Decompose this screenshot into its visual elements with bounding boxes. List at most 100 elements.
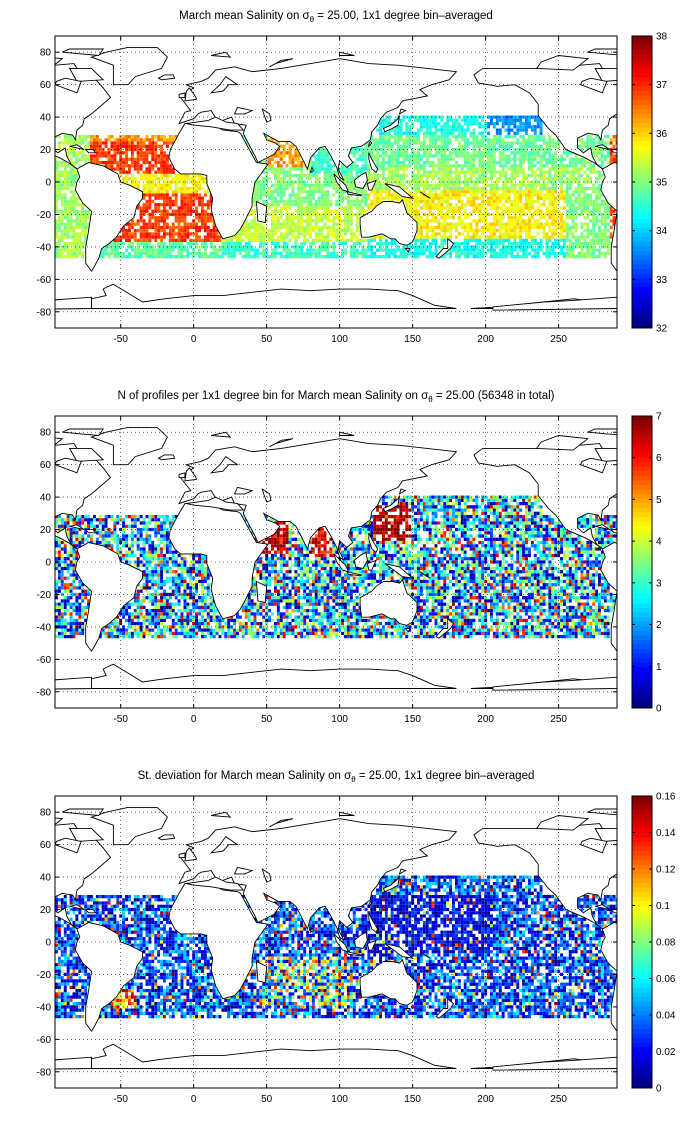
heatmap-cell — [384, 144, 388, 148]
heatmap-cell — [542, 151, 546, 155]
heatmap-cell — [157, 242, 161, 246]
heatmap-cell — [431, 212, 435, 217]
heatmap-cell — [557, 177, 561, 181]
heatmap-cell — [437, 157, 441, 161]
heatmap-cell — [551, 216, 555, 220]
heatmap-cell — [525, 141, 528, 145]
heatmap-cell — [452, 151, 455, 155]
heatmap-cell — [554, 144, 558, 148]
heatmap-cell — [282, 222, 286, 226]
heatmap-cell — [574, 186, 578, 191]
heatmap-cell — [574, 160, 578, 165]
heatmap-cell — [440, 180, 444, 184]
heatmap-cell — [320, 154, 324, 158]
heatmap-cell — [160, 219, 164, 223]
heatmap-cell — [481, 118, 485, 122]
heatmap-cell — [434, 498, 438, 502]
heatmap-cell — [136, 160, 140, 165]
heatmap-cell — [373, 235, 377, 239]
heatmap-cell — [460, 186, 464, 191]
heatmap-cell — [145, 144, 149, 148]
heatmap-cell — [580, 164, 584, 168]
heatmap-cell — [236, 238, 239, 243]
heatmap-cell — [417, 235, 420, 239]
heatmap-cell — [379, 125, 383, 129]
heatmap-cell — [440, 190, 444, 194]
heatmap-cell — [78, 135, 82, 139]
heatmap-cell — [60, 216, 64, 220]
heatmap-cell — [244, 242, 248, 246]
heatmap-cell — [437, 128, 441, 132]
heatmap-cell — [303, 206, 307, 210]
heatmap-cell — [598, 177, 601, 181]
heatmap-cell — [180, 255, 184, 259]
heatmap-cell — [203, 180, 207, 184]
heatmap-cell — [539, 216, 543, 220]
heatmap-cell — [279, 255, 283, 259]
heatmap-cell — [422, 190, 426, 194]
heatmap-cell — [434, 144, 438, 148]
heatmap-cell — [355, 238, 359, 243]
heatmap-cell — [128, 222, 131, 226]
heatmap-cell — [586, 173, 590, 178]
heatmap-cell — [198, 255, 202, 259]
heatmap-cell — [530, 170, 534, 174]
heatmap-cell — [291, 164, 295, 168]
heatmap-cell — [344, 180, 347, 184]
heatmap-cell — [276, 160, 280, 165]
heatmap-cell — [402, 177, 406, 181]
heatmap-cell — [183, 209, 187, 213]
heatmap-cell — [490, 154, 493, 158]
heatmap-cell — [376, 255, 380, 259]
heatmap-cell — [606, 206, 610, 210]
heatmap-cell — [600, 245, 604, 249]
heatmap-cell — [160, 173, 164, 178]
heatmap-cell — [154, 170, 158, 174]
heatmap-cell — [589, 229, 593, 233]
heatmap-cell — [490, 199, 493, 204]
heatmap-cell — [201, 186, 204, 191]
heatmap-cell — [163, 138, 166, 142]
heatmap-cell — [481, 135, 485, 139]
panel-2: N of profiles per 1x1 degree bin for Mar… — [37, 390, 662, 725]
heatmap-cell — [116, 151, 120, 155]
heatmap-cell — [349, 177, 353, 181]
heatmap-cell — [422, 122, 426, 126]
heatmap-cell — [437, 160, 441, 165]
heatmap-cell — [157, 206, 161, 210]
heatmap-cell — [393, 173, 397, 178]
heatmap-cell — [595, 135, 599, 139]
heatmap-cell — [72, 147, 76, 152]
heatmap-cell — [457, 154, 461, 158]
heatmap-cell — [247, 242, 251, 246]
heatmap-cell — [382, 138, 385, 142]
heatmap-cell — [291, 235, 295, 239]
heatmap-cell — [72, 138, 76, 142]
heatmap-cell — [136, 138, 140, 142]
heatmap-cell — [495, 177, 499, 181]
heatmap-cell — [548, 203, 552, 207]
heatmap-cell — [119, 167, 123, 171]
heatmap-cell — [495, 251, 499, 256]
heatmap-cell — [481, 177, 485, 181]
heatmap-cell — [110, 154, 114, 158]
heatmap-cell — [282, 219, 286, 223]
heatmap-cell — [525, 203, 528, 207]
heatmap-cell — [60, 186, 64, 191]
heatmap-cell — [536, 147, 540, 152]
heatmap-cell — [189, 232, 193, 236]
heatmap-cell — [352, 167, 356, 171]
y-tick-label: -60 — [37, 275, 52, 286]
heatmap-cell — [160, 225, 164, 230]
heatmap-cell — [309, 164, 312, 168]
heatmap-cell — [414, 151, 418, 155]
heatmap-cell — [128, 225, 131, 230]
heatmap-cell — [484, 206, 488, 210]
heatmap-cell — [75, 245, 79, 249]
heatmap-cell — [422, 164, 426, 168]
heatmap-cell — [437, 209, 441, 213]
heatmap-cell — [303, 225, 307, 230]
heatmap-cell — [571, 248, 575, 252]
heatmap-cell — [545, 245, 549, 249]
heatmap-cell — [396, 196, 400, 200]
